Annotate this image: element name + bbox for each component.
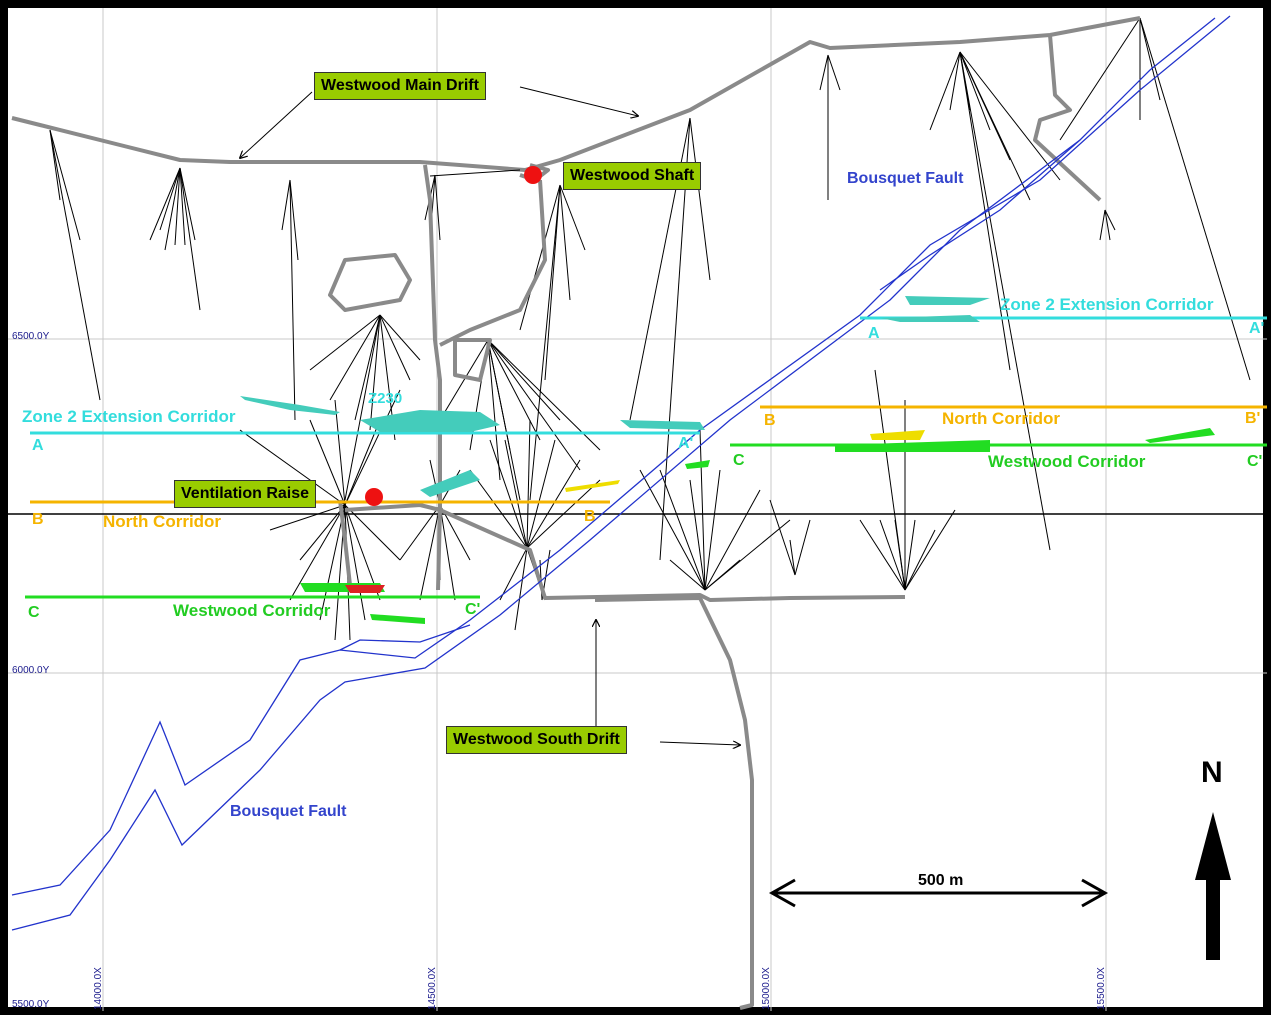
section-b-left: B (32, 511, 44, 529)
north-corridor-label-left: North Corridor (103, 512, 221, 532)
westwood-corridor-label-left: Westwood Corridor (173, 601, 330, 621)
section-c-left: C (28, 604, 40, 622)
x-label-14000: 14000.0X (93, 967, 104, 1010)
section-a-right-start: A (868, 325, 880, 343)
vent-raise-marker (365, 488, 383, 506)
z230-label: Z230 (368, 390, 402, 407)
section-a-right-end: A' (1249, 320, 1264, 338)
section-b-right-end: B' (1245, 410, 1260, 428)
y-label-5500: 5500.0Y (12, 999, 49, 1010)
section-c-mid: C' (465, 601, 480, 619)
section-b-mid: B (584, 508, 596, 526)
zone2-corridor-label-left: Zone 2 Extension Corridor (22, 407, 235, 427)
shaft-marker (524, 166, 542, 184)
zone2-corridor-label-right: Zone 2 Extension Corridor (1000, 295, 1213, 315)
fault-label-upper: Bousquet Fault (847, 170, 963, 188)
y-label-6500: 6500.0Y (12, 331, 49, 342)
main-drift-callout: Westwood Main Drift (314, 72, 486, 100)
section-a-left: A (32, 437, 44, 455)
north-arrow-label: N (1201, 756, 1223, 790)
section-b-right-start: B (764, 412, 776, 430)
x-label-15000: 15000.0X (761, 967, 772, 1010)
x-label-15500: 15500.0X (1096, 967, 1107, 1010)
shaft-callout: Westwood Shaft (563, 162, 701, 190)
fault-label-lower: Bousquet Fault (230, 803, 346, 821)
vent-raise-callout: Ventilation Raise (174, 480, 316, 508)
x-label-14500: 14500.0X (427, 967, 438, 1010)
section-c-right-start: C (733, 452, 745, 470)
section-c-right-end: C' (1247, 453, 1262, 471)
south-drift-callout: Westwood South Drift (446, 726, 627, 754)
y-label-6000: 6000.0Y (12, 665, 49, 676)
westwood-corridor-label-right: Westwood Corridor (988, 452, 1145, 472)
scale-bar-label: 500 m (918, 872, 963, 890)
north-corridor-label-right: North Corridor (942, 409, 1060, 429)
section-a-mid: A' (678, 435, 693, 453)
